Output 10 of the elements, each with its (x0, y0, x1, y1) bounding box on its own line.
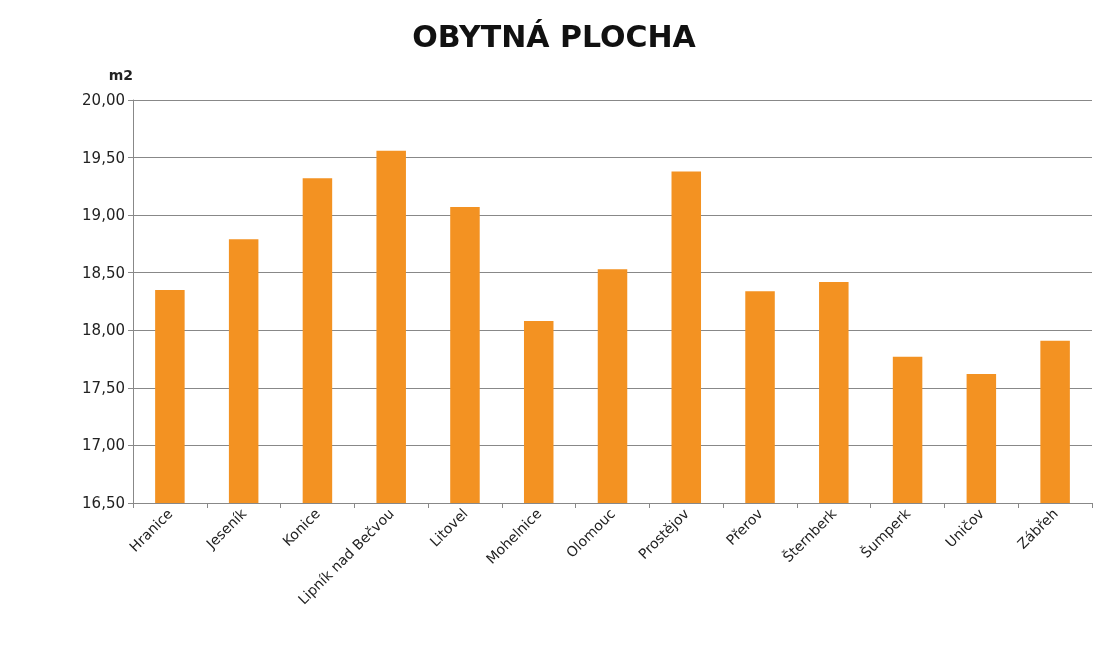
y-tick-label: 18,50 (82, 263, 125, 282)
y-axis-title: m2 (108, 67, 133, 83)
y-tick-label: 16,50 (82, 494, 125, 512)
y-tick-label: 18,00 (82, 321, 125, 340)
chart-title: OBYTNÁ PLOCHA (412, 18, 697, 54)
y-tick-label: 19,00 (82, 206, 125, 225)
y-tick-label: 20,00 (82, 91, 125, 109)
y-tick-label: 19,50 (82, 148, 125, 167)
y-tick-label: 17,50 (82, 378, 125, 397)
y-tick-label: 17,00 (82, 436, 125, 455)
